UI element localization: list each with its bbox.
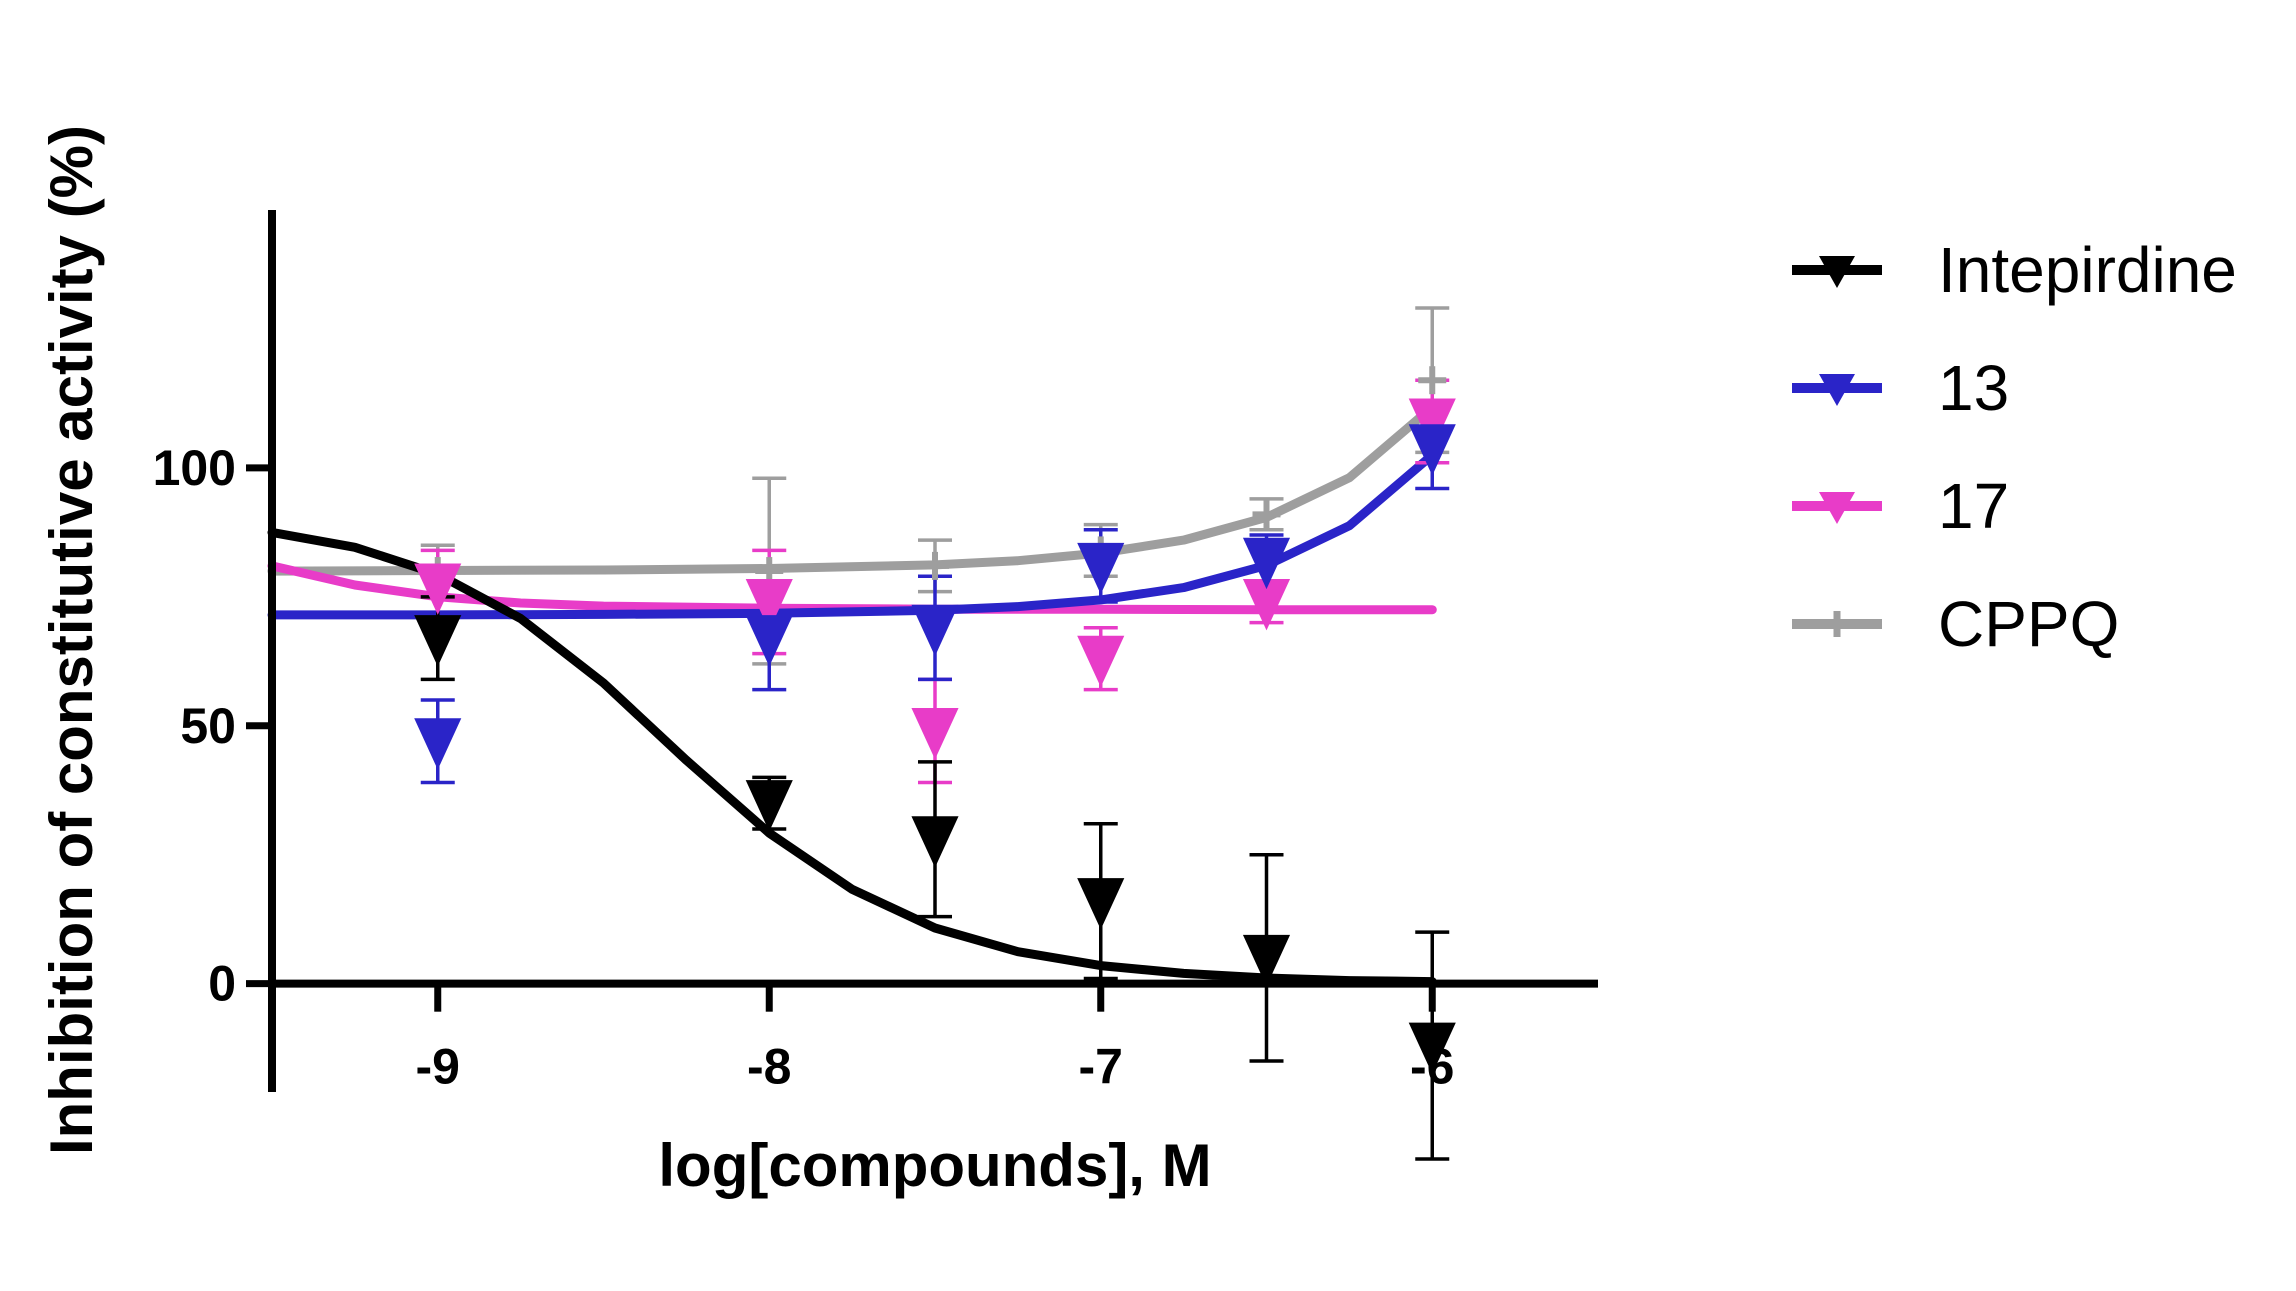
data-points [414,366,1456,1074]
point-13-2 [911,604,959,657]
fit-curve-cppq [267,402,1437,576]
point-13-0 [414,718,462,770]
legend-label-17: 17 [1938,470,2009,542]
point-13-1 [745,615,793,667]
point-13-5 [1408,424,1456,476]
x-tick-label--8: -8 [747,1039,791,1095]
point-intepirdine-4 [1242,934,1291,987]
legend-item-intepirdine: Intepirdine [1792,234,2237,306]
y-tick-label-100: 100 [153,440,236,496]
point-17-5 [1408,398,1456,450]
point-17-3 [1077,635,1125,688]
x-tick-label--9: -9 [416,1039,460,1095]
legend-item-cppq: CPPQ [1792,588,2119,660]
point-17-0 [414,563,462,615]
legend-item-17: 17 [1792,470,2009,542]
point-cppq-5 [1418,366,1447,395]
legend-marker-17 [1819,492,1855,524]
x-tick-label--6: -6 [1410,1039,1454,1095]
legend-item-13: 13 [1792,352,2009,424]
legend-label-intepirdine: Intepirdine [1938,234,2237,306]
fit-curves [267,402,1437,987]
x-tick-label--7: -7 [1079,1039,1123,1095]
point-17-1 [745,579,793,631]
point-intepirdine-0 [414,615,462,667]
fit-curve-17 [267,561,1437,615]
y-tick-label-0: 0 [208,956,236,1012]
legend-label-cppq: CPPQ [1938,588,2119,660]
point-13-4 [1242,537,1291,590]
fit-curve-intepirdine [267,527,1437,987]
point-intepirdine-3 [1077,878,1125,930]
point-intepirdine-2 [911,816,959,868]
legend-marker-intepirdine [1819,256,1855,288]
legend-label-13: 13 [1938,352,2009,424]
point-cppq-4 [1252,500,1281,529]
y-axis-label: Inhibition of constitutive activity (%) [38,125,105,1155]
point-cppq-2 [921,551,949,580]
y-tick-label-50: 50 [180,698,236,754]
fit-curve-13 [267,450,1437,620]
ticks: 0 50 100 -9 -8 -7 -6 [153,440,1455,1095]
point-intepirdine-5 [1408,1022,1456,1074]
point-17-2 [911,707,959,760]
point-13-3 [1077,542,1125,595]
legend: Intepirdine 13 17 CPPQ [1792,234,2237,660]
x-axis-label: log[compounds], M [658,1132,1211,1199]
point-intepirdine-1 [745,780,793,832]
legend-marker-13 [1819,374,1855,406]
axes [268,210,1598,1092]
